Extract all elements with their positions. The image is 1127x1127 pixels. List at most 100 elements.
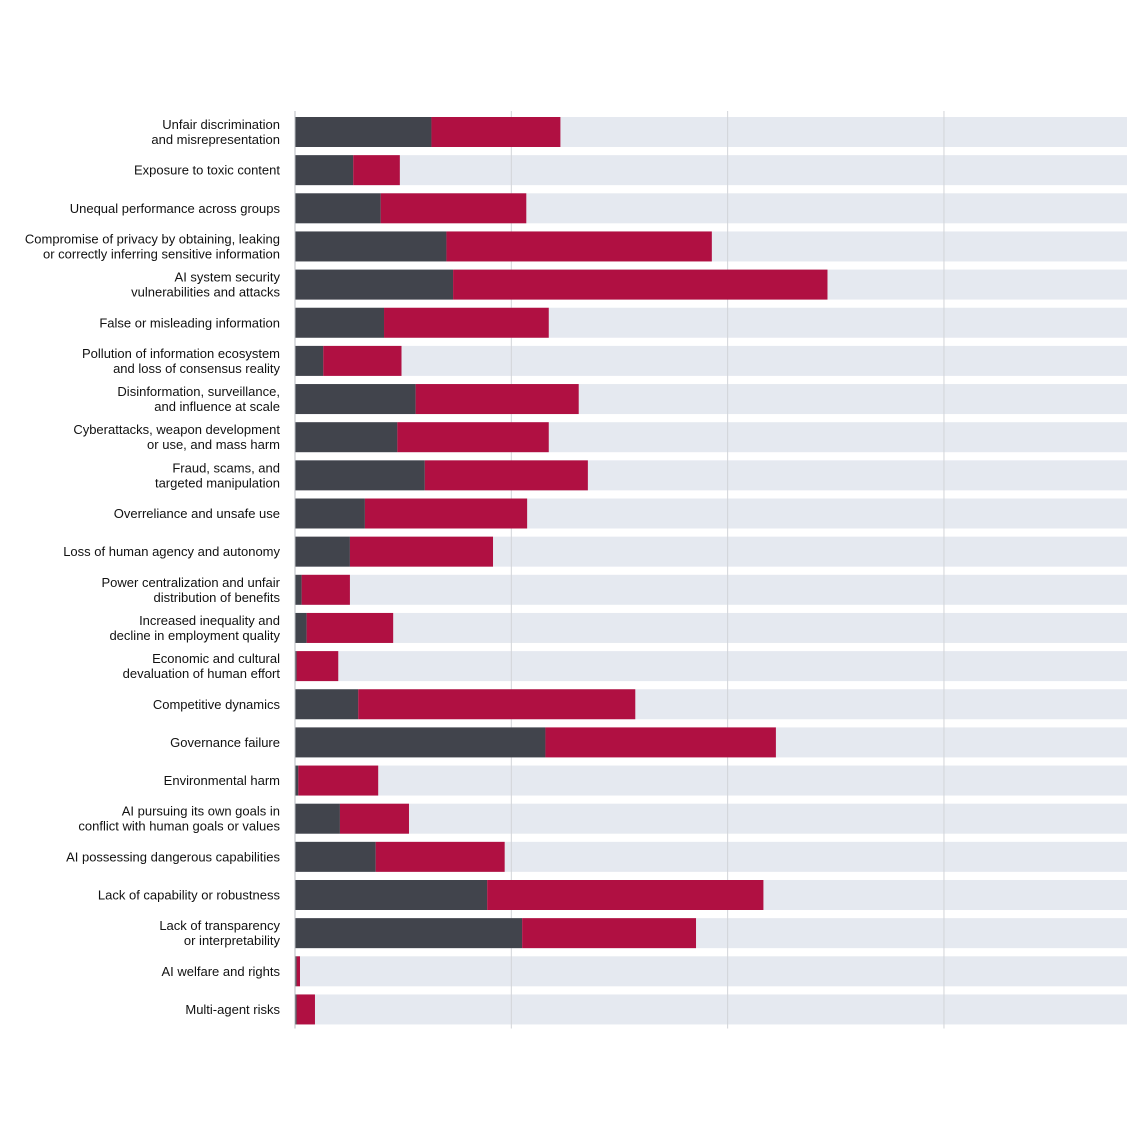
bar-segment-series-a [295, 345, 324, 376]
bar-segment-series-a [295, 422, 398, 453]
category-label-line: or correctly inferring sensitive informa… [43, 246, 280, 261]
bar-segment-series-b [296, 994, 315, 1025]
bar-segment-series-a [295, 841, 376, 872]
category-label-line: Unequal performance across groups [70, 201, 281, 216]
bar-segment-series-b [384, 307, 549, 338]
category-label: Unequal performance across groups [70, 201, 281, 216]
category-label-line: AI pursuing its own goals in [122, 804, 280, 819]
bar-segment-series-b [364, 498, 528, 529]
bar-segment-series-b [424, 460, 588, 491]
bar-segment-series-a [295, 689, 359, 720]
category-label-line: Power centralization and unfair [102, 575, 281, 590]
bar-segment-series-b [446, 231, 712, 262]
category-label: Pollution of information ecosystem and lo… [82, 346, 280, 376]
category-label: Unfair discrimination and misrepresentati… [151, 117, 280, 147]
bar-segment-series-a [295, 918, 523, 949]
bar-segment-series-b [375, 841, 505, 872]
category-label: AI welfare and rights [161, 964, 280, 979]
category-label-line: and loss of consensus reality [113, 361, 280, 376]
category-label: AI system security vulnerabilities and at… [131, 270, 280, 300]
bar-segment-series-b [298, 765, 379, 796]
bar-segment-series-b [349, 536, 494, 567]
category-labels: Unfair discrimination and misrepresentati… [25, 117, 281, 1017]
category-label-line: Unfair discrimination [162, 117, 280, 132]
category-label-line: Governance failure [170, 735, 280, 750]
category-label-line: False or misleading information [99, 315, 280, 330]
category-label: Disinformation, surveillance, and influen… [117, 384, 280, 414]
bar-track [295, 956, 1127, 987]
bar-segment-series-b [339, 803, 409, 834]
category-label-line: Pollution of information ecosystem [82, 346, 280, 361]
bar-segment-series-a [295, 727, 546, 758]
bars [295, 117, 828, 1025]
bar-segment-series-b [353, 155, 400, 186]
bar-segment-series-b [296, 956, 300, 987]
bar-segment-series-a [295, 803, 340, 834]
bar-segment-series-a [295, 765, 299, 796]
category-label-line: Increased inequality and [139, 613, 280, 628]
category-label: Economic and cultural devaluation of huma… [123, 651, 281, 681]
bar-segment-series-a [295, 880, 488, 910]
bar-segment-series-b [487, 880, 764, 910]
category-label: Multi-agent risks [185, 1002, 280, 1017]
category-label-line: targeted manipulation [155, 475, 280, 490]
bar-segment-series-b [306, 612, 394, 643]
bar-track [295, 651, 1127, 682]
category-label: Power centralization and unfair distribut… [102, 575, 281, 605]
bar-segment-series-a [295, 193, 381, 224]
category-label: Increased inequality and decline in emplo… [109, 613, 280, 643]
category-label-line: AI system security [175, 270, 281, 285]
category-label-line: AI possessing dangerous capabilities [66, 849, 280, 864]
category-label-line: and influence at scale [154, 399, 280, 414]
bar-segment-series-b [358, 689, 636, 720]
bar-track [295, 574, 1127, 605]
bar-segment-series-a [295, 536, 350, 567]
category-label-line: Economic and cultural [152, 651, 280, 666]
category-label: Fraud, scams, and targeted manipulation [155, 460, 280, 490]
bar-segment-series-b [397, 422, 549, 453]
bar-segment-series-a [295, 956, 297, 987]
bar-track [295, 765, 1127, 796]
bar-segment-series-a [295, 117, 432, 147]
bar-track [295, 155, 1127, 186]
gridlines [510, 111, 945, 1029]
category-label-line: or interpretability [184, 933, 281, 948]
category-label-line: Overreliance and unsafe use [114, 506, 280, 521]
category-label-line: Cyberattacks, weapon development [73, 422, 280, 437]
bar-segment-series-b [522, 918, 697, 949]
category-label: Overreliance and unsafe use [114, 506, 280, 521]
bar-track [295, 994, 1127, 1025]
category-label: Cyberattacks, weapon development or use, … [73, 422, 280, 452]
bar-segment-series-b [415, 384, 579, 415]
category-label: Governance failure [170, 735, 280, 750]
bar-segment-series-a [295, 612, 307, 643]
category-label-line: Lack of capability or robustness [98, 888, 281, 903]
bar-segment-series-a [295, 307, 385, 338]
bar-segment-series-b [323, 345, 402, 376]
bar-segment-series-b [431, 117, 561, 147]
bar-segment-series-b [380, 193, 527, 224]
category-label-line: Disinformation, surveillance, [117, 384, 280, 399]
category-label: Compromise of privacy by obtaining, leak… [25, 231, 280, 261]
category-label-line: devaluation of human effort [123, 666, 281, 681]
category-label: AI possessing dangerous capabilities [66, 849, 280, 864]
category-label-line: and misrepresentation [151, 132, 280, 147]
category-label-line: conflict with human goals or values [78, 819, 280, 834]
category-label: Lack of capability or robustness [98, 888, 281, 903]
bar-segment-series-b [296, 651, 339, 682]
category-label-line: Compromise of privacy by obtaining, leak… [25, 231, 280, 246]
bar-segment-series-a [295, 231, 447, 262]
category-label: Lack of transparency or interpretability [159, 918, 280, 948]
bar-segment-series-b [301, 574, 350, 605]
bar-segment-series-b [545, 727, 776, 758]
bar-segment-series-a [295, 460, 425, 491]
category-label-line: or use, and mass harm [147, 437, 280, 452]
bar-segment-series-a [295, 994, 297, 1025]
category-label: Exposure to toxic content [134, 163, 280, 178]
category-label-line: Environmental harm [164, 773, 280, 788]
category-label-line: AI welfare and rights [161, 964, 280, 979]
bar-segment-series-a [295, 384, 416, 415]
category-label-line: Multi-agent risks [185, 1002, 280, 1017]
